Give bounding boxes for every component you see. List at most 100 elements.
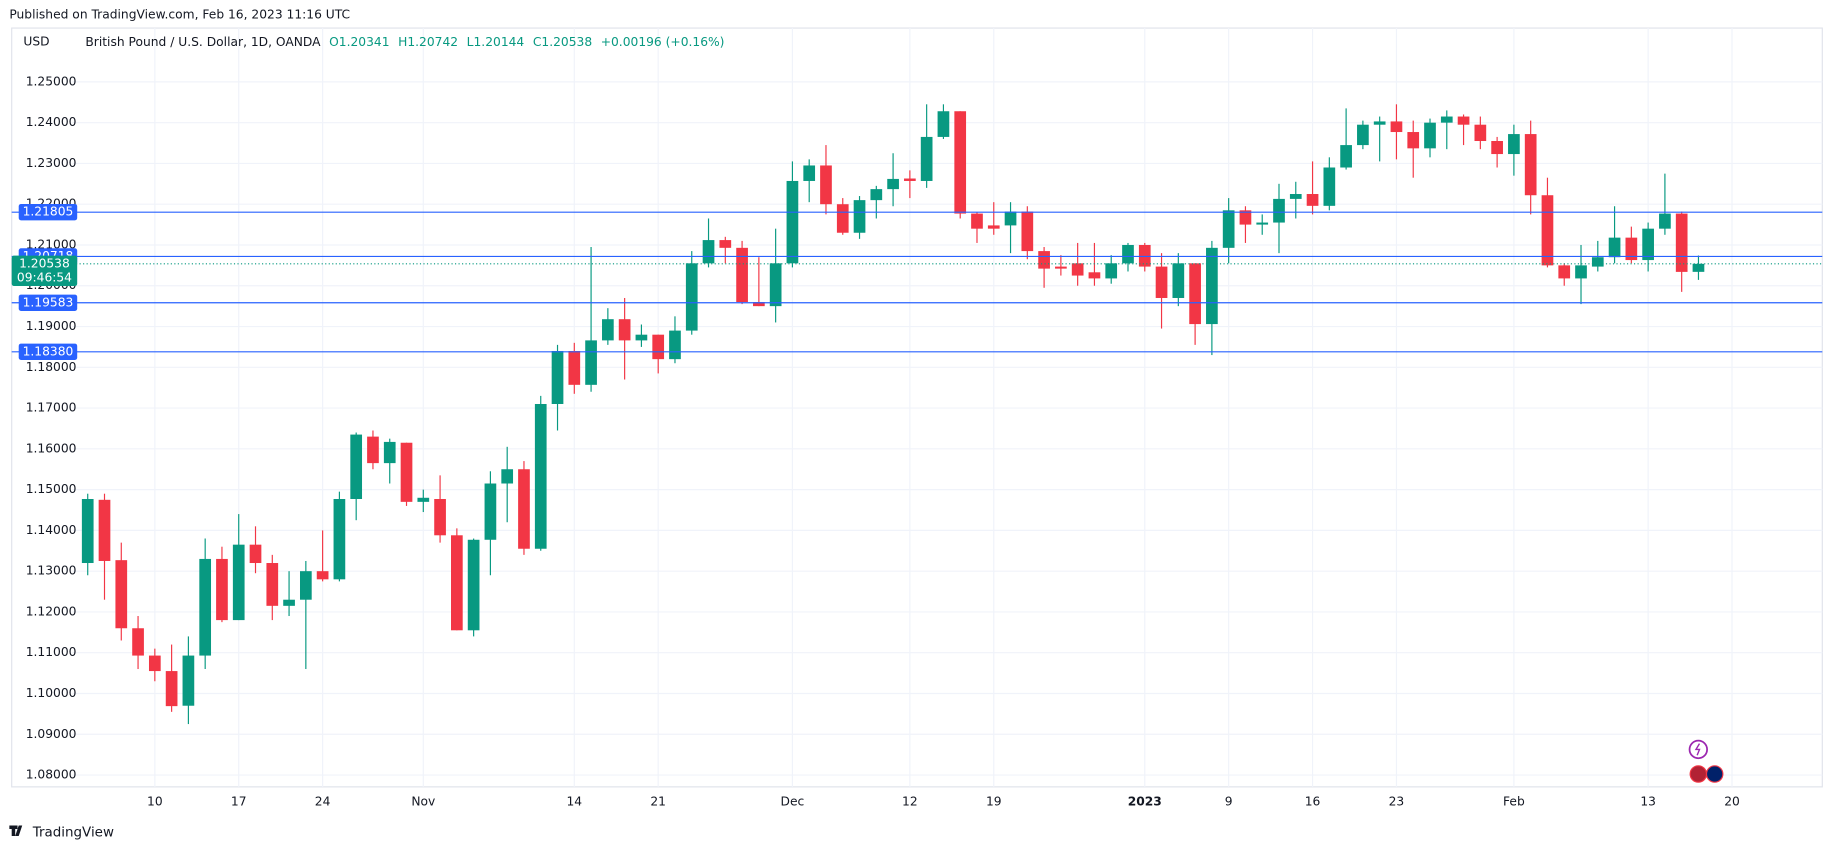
candle-body <box>148 655 161 672</box>
ohlc-change: +0.00196 (+0.16%) <box>601 35 725 49</box>
y-tick-label: 1.08000 <box>26 768 77 782</box>
candle-body <box>602 319 614 341</box>
candle-body <box>920 136 933 181</box>
candle-body <box>1055 266 1067 269</box>
candle-body <box>81 498 94 564</box>
last-price-label: 1.20538 <box>19 256 70 270</box>
candle-body <box>1440 116 1453 123</box>
x-tick-label: 12 <box>902 795 918 809</box>
x-tick-label: 21 <box>650 795 666 809</box>
candle-body <box>333 498 346 580</box>
candle-body <box>685 263 698 331</box>
x-tick-label: Feb <box>1503 795 1525 809</box>
x-tick-label: 10 <box>147 795 163 809</box>
candle-body <box>316 571 329 580</box>
candle-body <box>484 483 497 540</box>
event-icon-bolt <box>1694 743 1701 756</box>
candle-body <box>1122 244 1134 264</box>
candle-body <box>1357 124 1369 146</box>
candle-body <box>585 340 597 385</box>
candle-body <box>1575 265 1587 279</box>
level-label: 1.21805 <box>23 205 74 219</box>
candle-body <box>1138 244 1151 267</box>
candle-body <box>1625 237 1638 261</box>
candle-body <box>434 498 446 536</box>
level-label-box <box>18 343 78 360</box>
candle-body <box>534 403 547 549</box>
candle-body <box>165 671 178 707</box>
candle-body <box>1071 263 1084 276</box>
candle-body <box>1491 141 1503 155</box>
candle-body <box>987 225 1000 229</box>
candle-body <box>1508 134 1520 155</box>
candle-body <box>1206 247 1218 325</box>
candle-body <box>702 240 715 264</box>
y-tick-label: 1.18000 <box>26 360 77 374</box>
candle-body <box>652 334 665 360</box>
level-label-box <box>18 294 78 311</box>
candle-body <box>383 441 396 464</box>
candle-body <box>971 213 983 229</box>
candle-body <box>618 319 631 341</box>
icons <box>1688 739 1724 783</box>
currency: USD <box>23 35 49 49</box>
candle-body <box>1457 116 1470 125</box>
y-tick-label: 1.14000 <box>26 523 77 537</box>
y-tick-label: 1.25000 <box>26 74 77 88</box>
candle-body <box>954 111 967 214</box>
last-price-box <box>11 255 78 287</box>
candle-body <box>753 302 765 307</box>
candle-body <box>350 434 363 499</box>
candle-body <box>1172 263 1185 298</box>
y-tick-label: 1.13000 <box>26 564 77 578</box>
candle-body <box>1558 265 1571 279</box>
y-tick-label: 1.10000 <box>26 686 77 700</box>
x-tick-label: 23 <box>1389 795 1405 809</box>
candle-body <box>1239 210 1252 225</box>
candle-body <box>1591 257 1604 267</box>
candle-body <box>1038 251 1050 269</box>
x-tick-label: 19 <box>986 795 1002 809</box>
x-tick-label: 13 <box>1640 795 1656 809</box>
brand: TradingView <box>32 825 114 840</box>
candle-body <box>199 558 212 656</box>
candle-body <box>1189 263 1201 325</box>
candle-body <box>367 436 379 464</box>
candle-body <box>1256 222 1269 225</box>
candle-body <box>803 165 816 181</box>
published-note: Published on TradingView.com, Feb 16, 20… <box>9 8 350 22</box>
candle-body <box>669 330 681 360</box>
candle-body <box>182 655 195 706</box>
x-tick-label: Dec <box>781 795 805 809</box>
footer-logo: TradingView <box>9 825 114 840</box>
candle-body <box>283 599 295 606</box>
flag-gb <box>1705 765 1724 783</box>
logo-mark <box>9 825 23 836</box>
y-tick-label: 1.11000 <box>26 645 77 659</box>
candle-body <box>1642 228 1654 261</box>
overlays: 1.218051.207181.195831.183801.2053809:46… <box>11 203 1823 360</box>
y-tick-label: 1.17000 <box>26 401 77 415</box>
candle-body <box>1323 167 1336 206</box>
candle-body <box>232 544 245 621</box>
y-tick-label: 1.15000 <box>26 482 77 496</box>
symbol: British Pound / U.S. Dollar, 1D, OANDA <box>85 35 321 49</box>
candle-body <box>904 178 916 181</box>
candle-body <box>1474 124 1487 142</box>
ohlc-low: L1.20144 <box>467 35 525 49</box>
candle-body <box>216 558 228 621</box>
candle-body <box>249 544 262 564</box>
candle-body <box>266 563 279 606</box>
ohlc-high: H1.20742 <box>398 35 458 49</box>
candle-body <box>1608 237 1621 258</box>
candle-body <box>820 165 832 205</box>
candle-body <box>887 178 899 190</box>
candle-body <box>518 469 530 549</box>
x-tick-label: 20 <box>1724 795 1740 809</box>
candle-body <box>568 350 581 385</box>
x-tick-label: 17 <box>231 795 247 809</box>
candle-body <box>1088 272 1101 279</box>
candle-body <box>1407 132 1420 149</box>
candle-body <box>132 628 144 656</box>
